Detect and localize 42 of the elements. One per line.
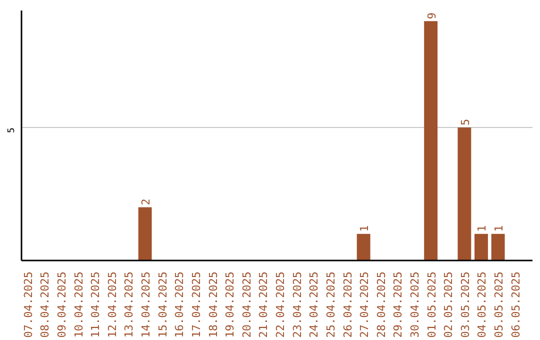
x-tick-label: 08.04.2025 (38, 271, 52, 338)
x-tick-label: 27.04.2025 (358, 271, 372, 338)
x-tick-label: 21.04.2025 (257, 271, 270, 338)
x-tick-label: 07.04.2025 (22, 271, 35, 338)
x-tick-label: 29.04.2025 (392, 271, 405, 338)
x-tick-label: 18.04.2025 (206, 271, 220, 338)
bar (424, 21, 438, 260)
x-tick-label: 19.04.2025 (224, 271, 237, 338)
data-label: 9 (425, 12, 438, 20)
x-tick-label: 02.05.2025 (442, 271, 456, 338)
bar (474, 234, 488, 260)
x-tick-label: 26.04.2025 (341, 271, 354, 338)
x-tick-label: 16.04.2025 (173, 271, 186, 338)
data-label: 2 (140, 198, 153, 206)
x-tick-label: 24.04.2025 (308, 271, 321, 338)
bar (356, 234, 370, 260)
data-label: 1 (492, 225, 506, 232)
x-tick-label: 06.05.2025 (509, 271, 522, 338)
x-tick-label: 04.05.2025 (476, 271, 489, 338)
x-tick-label: 10.04.2025 (72, 271, 86, 338)
x-tick-label: 23.04.2025 (290, 271, 304, 338)
x-tick-label: 25.04.2025 (324, 271, 338, 338)
bar (138, 207, 152, 260)
x-tick-label: 12.04.2025 (106, 271, 119, 338)
data-label: 5 (458, 118, 472, 126)
x-tick-label: 20.04.2025 (240, 271, 254, 338)
bar (458, 128, 472, 260)
x-tick-label: 30.04.2025 (408, 271, 422, 338)
x-tick-label: 17.04.2025 (190, 271, 203, 338)
x-tick-label: 09.04.2025 (56, 271, 68, 338)
x-tick-label: 15.04.2025 (156, 271, 170, 338)
x-tick-label: 13.04.2025 (122, 271, 136, 338)
x-tick-label: 05.05.2025 (492, 271, 506, 338)
x-tick-label: 03.05.2025 (458, 271, 472, 338)
x-tick-label: 01.05.2025 (425, 271, 438, 338)
x-tick-label: 11.04.2025 (89, 271, 102, 338)
bar (491, 234, 505, 260)
data-label: 1 (476, 225, 489, 232)
x-tick-label: 22.04.2025 (274, 271, 288, 338)
x-tick-label: 14.04.2025 (140, 271, 153, 338)
x-tick-label: 28.04.2025 (374, 271, 388, 338)
data-label: 1 (358, 225, 372, 232)
